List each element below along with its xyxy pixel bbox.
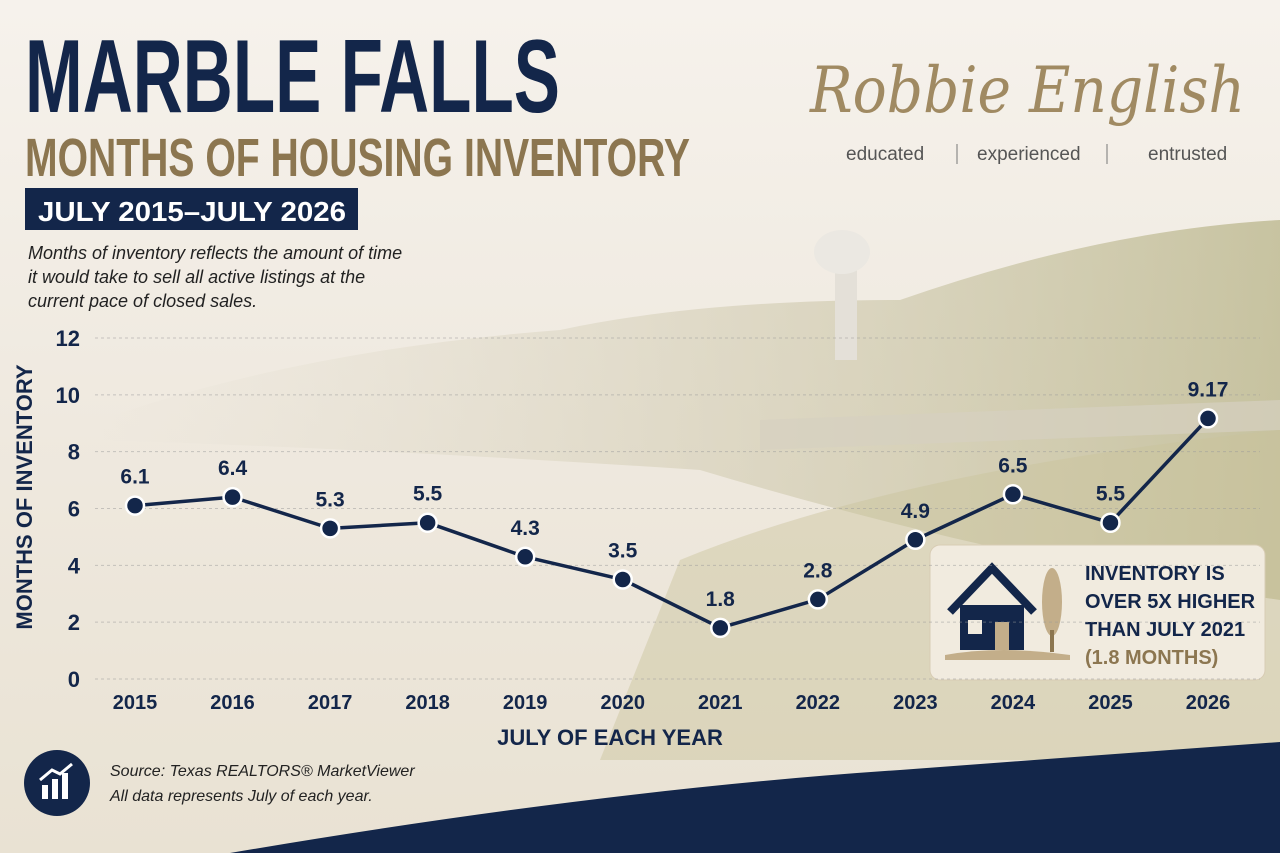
landscape [100,220,1280,600]
tree-trunk [1050,630,1054,652]
data-label: 5.3 [315,488,344,511]
x-tick-label: 2025 [1088,692,1133,714]
x-tick-label: 2020 [600,692,645,714]
data-label: 4.9 [901,500,930,523]
x-tick-label: 2024 [991,692,1036,714]
source-text: Source: Texas REALTORS® MarketViewer [110,763,415,780]
x-tick-label: 2018 [405,692,450,714]
data-label: 4.3 [511,517,540,540]
source-text: All data represents July of each year. [109,788,373,805]
data-point [905,529,926,551]
icon-bar [42,785,48,799]
brand-name: Robbie English [809,54,1245,128]
y-tick-label: 6 [68,497,80,522]
data-label: 5.5 [1096,483,1126,506]
date-range-box [25,188,358,230]
description: current pace of closed sales. [28,291,257,311]
data-label: 3.5 [608,540,638,563]
icon-bar [52,779,58,799]
callout-text: (1.8 MONTHS) [1085,647,1218,669]
callout-text: INVENTORY IS [1085,563,1225,585]
data-label: 5.5 [413,483,443,506]
x-tick-label: 2017 [308,692,353,714]
data-point [1100,512,1121,533]
data-point [807,589,829,610]
data-point [222,486,243,508]
ground [945,650,1070,660]
y-tick-label: 0 [68,667,80,692]
x-tick-label: 2016 [210,692,255,714]
y-tick-label: 10 [56,383,80,408]
description: Months of inventory reflects the amount … [28,243,402,263]
data-label: 9.17 [1188,378,1229,401]
tree-icon [1042,568,1062,636]
data-point [612,569,633,590]
x-tick-label: 2021 [698,692,743,714]
data-label: 6.4 [218,457,248,480]
data-label: 6.1 [120,466,150,489]
water-tower-tank [814,230,870,274]
bottom-wave [230,742,1280,853]
title: MARBLE FALLS [25,19,560,135]
data-point [514,546,536,568]
icon-arrow [39,762,73,782]
data-point [710,617,731,639]
data-point [1197,408,1219,429]
tagline: entrusted [1148,144,1227,165]
data-point [124,495,146,516]
subtitle: MONTHS OF HOUSING INVENTORY [25,128,690,188]
data-point [417,512,438,533]
y-axis-title: MONTHS OF INVENTORY [12,364,37,630]
tagline: experienced [977,144,1081,165]
data-line [134,417,1210,630]
data-point [1002,484,1024,505]
y-tick-label: 8 [68,440,80,465]
data-label: 2.8 [803,559,833,582]
house-icon [945,562,1070,660]
y-tick-label: 2 [68,610,80,635]
date-range: JULY 2015–JULY 2026 [38,196,346,227]
house-roof [947,562,1037,615]
house-door [995,622,1009,650]
x-tick-label: 2026 [1186,692,1231,714]
data-point [319,518,341,539]
house-window [968,620,982,634]
callout-text: THAN JULY 2021 [1085,619,1245,641]
y-tick-label: 12 [56,326,80,351]
x-tick-label: 2023 [893,692,938,714]
description: it would take to sell all active listing… [28,267,365,287]
source-icon-bars [39,762,73,799]
icon-bar [62,773,68,799]
bridge [760,400,1280,450]
water-tower [835,260,857,360]
x-axis-title: JULY OF EACH YEAR [497,725,723,750]
tagline: educated [846,144,924,165]
x-tick-label: 2015 [113,692,158,714]
x-tick-label: 2019 [503,692,548,714]
x-tick-label: 2022 [796,692,841,714]
data-label: 1.8 [706,588,736,611]
y-tick-label: 4 [68,553,81,578]
data-label: 6.5 [998,454,1028,477]
callout-text: OVER 5X HIGHER [1085,591,1256,613]
